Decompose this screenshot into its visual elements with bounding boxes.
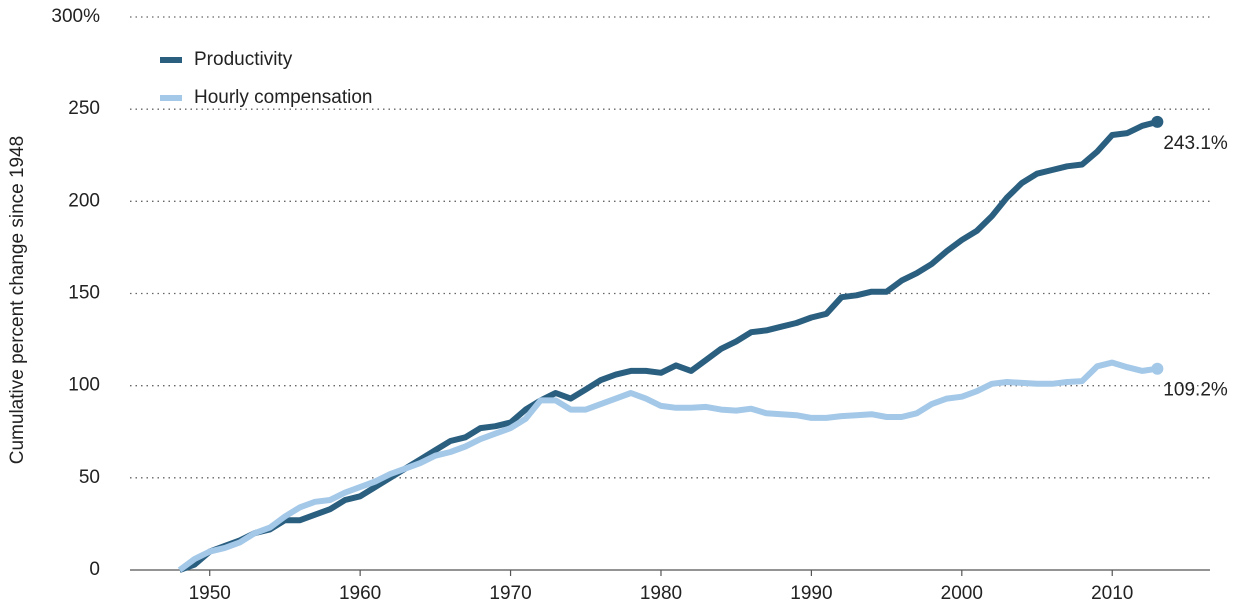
x-tick-label: 1950 [189,583,231,604]
end-label: 243.1% [1163,133,1228,154]
legend-label: Hourly compensation [194,87,372,108]
x-tick-label: 1990 [790,583,832,604]
y-tick-label: 300% [51,6,100,27]
end-point [1151,115,1164,128]
y-tick-label: 100 [68,375,100,396]
legend-label: Productivity [194,49,293,70]
x-tick-label: 1970 [489,583,531,604]
y-tick-label: 50 [79,467,100,488]
x-tick-label: 2000 [941,583,983,604]
end-label: 109.2% [1163,380,1228,401]
y-tick-label: 150 [68,283,100,304]
series-line [178,118,1159,573]
x-tick-label: 2010 [1091,583,1133,604]
series-line [177,359,1158,573]
x-tick-label: 1960 [339,583,381,604]
x-tick-label: 1980 [640,583,682,604]
end-point [1151,362,1164,375]
y-tick-label: 200 [68,190,100,211]
y-tick-label: 250 [68,98,100,119]
y-tick-label: 0 [89,559,100,580]
y-axis-label: Cumulative percent change since 1948 [7,136,28,464]
